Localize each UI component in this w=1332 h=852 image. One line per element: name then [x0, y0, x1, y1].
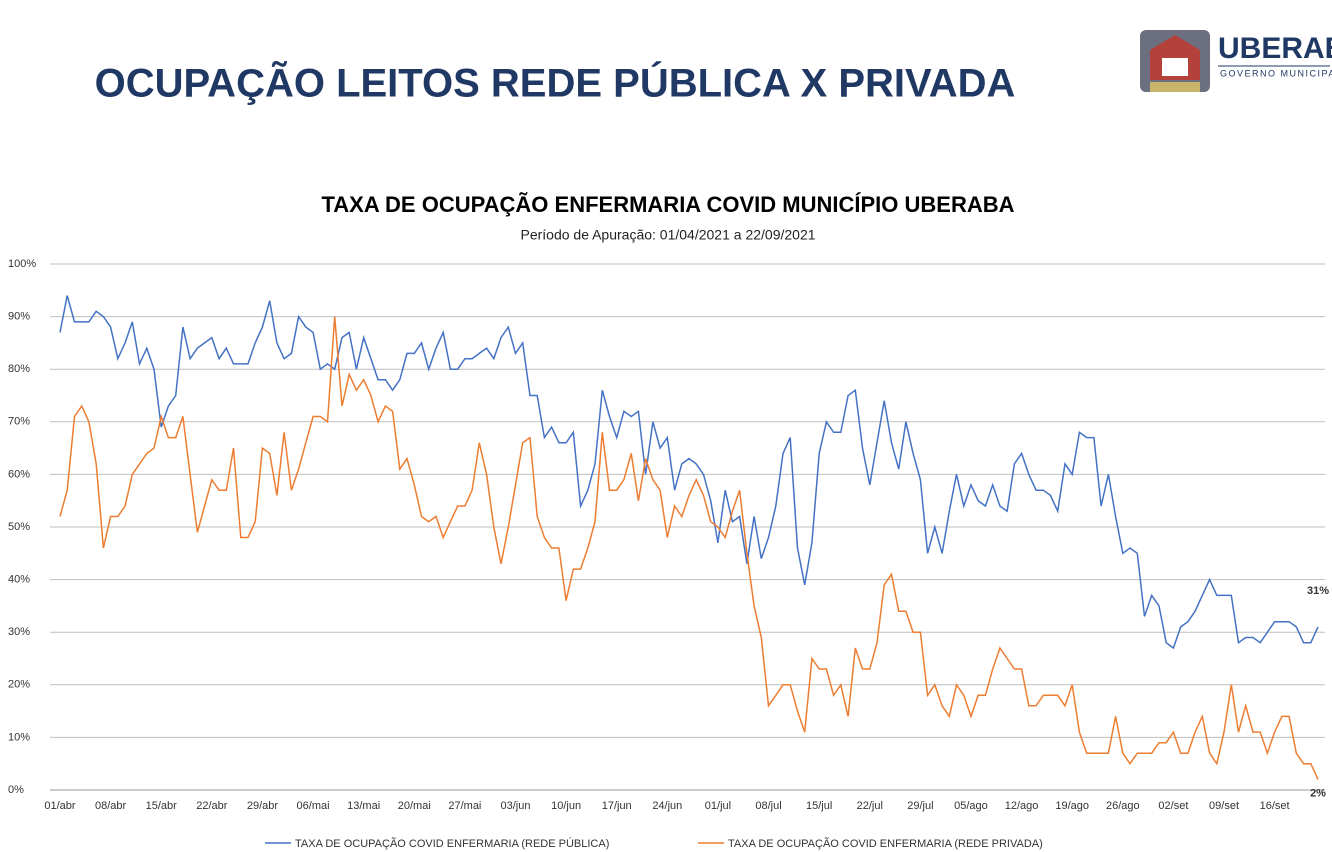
x-tick-label: 27/mai: [448, 800, 481, 812]
legend-label: TAXA DE OCUPAÇÃO COVID ENFERMARIA (REDE …: [295, 837, 609, 850]
crest-house: [1162, 58, 1188, 76]
x-tick-label: 26/ago: [1106, 800, 1140, 812]
series-line: [59, 295, 1319, 650]
logo-name: UBERABA: [1218, 32, 1332, 65]
y-tick-label: 20%: [8, 679, 30, 691]
y-tick-label: 100%: [8, 258, 36, 270]
series-line: [59, 316, 1319, 780]
x-tick-label: 19/ago: [1055, 800, 1089, 812]
x-tick-label: 29/jul: [907, 800, 933, 812]
x-tick-label: 03/jun: [500, 800, 530, 812]
x-tick-label: 15/jul: [806, 800, 832, 812]
y-tick-label: 60%: [8, 468, 30, 480]
x-tick-label: 01/abr: [44, 800, 76, 812]
y-tick-label: 40%: [8, 574, 30, 586]
data-label: 31%: [1307, 585, 1329, 597]
y-tick-label: 80%: [8, 363, 30, 375]
x-tick-label: 20/mai: [398, 800, 431, 812]
logo-subtitle: GOVERNO MUNICIPAL: [1220, 68, 1332, 78]
legend-label: TAXA DE OCUPAÇÃO COVID ENFERMARIA (REDE …: [728, 837, 1043, 850]
x-tick-label: 22/abr: [196, 800, 228, 812]
y-tick-label: 90%: [8, 311, 30, 323]
page-title: OCUPAÇÃO LEITOS REDE PÚBLICA X PRIVADA: [95, 60, 1016, 106]
x-tick-label: 10/jun: [551, 800, 581, 812]
x-tick-label: 29/abr: [247, 800, 279, 812]
chart-subtitle: Período de Apuração: 01/04/2021 a 22/09/…: [520, 227, 815, 243]
y-tick-label: 70%: [8, 416, 30, 428]
x-tick-label: 09/set: [1209, 800, 1239, 812]
x-tick-label: 22/jul: [857, 800, 883, 812]
x-tick-label: 02/set: [1158, 800, 1188, 812]
x-tick-label: 06/mai: [297, 800, 330, 812]
chart-title: TAXA DE OCUPAÇÃO ENFERMARIA COVID MUNICÍ…: [321, 192, 1014, 217]
y-tick-label: 0%: [8, 784, 24, 796]
y-tick-label: 10%: [8, 731, 30, 743]
x-tick-label: 12/ago: [1005, 800, 1039, 812]
x-tick-label: 05/ago: [954, 800, 988, 812]
x-tick-label: 08/jul: [755, 800, 781, 812]
x-tick-label: 24/jun: [652, 800, 682, 812]
y-tick-label: 50%: [8, 521, 30, 533]
crest-ribbon: [1150, 82, 1200, 92]
x-tick-label: 13/mai: [347, 800, 380, 812]
x-tick-label: 16/set: [1260, 800, 1290, 812]
x-tick-label: 15/abr: [146, 800, 178, 812]
data-label: 2%: [1310, 787, 1326, 799]
x-tick-label: 17/jun: [602, 800, 632, 812]
logo: UBERABA GOVERNO MUNICIPAL: [1140, 30, 1332, 92]
x-tick-label: 08/abr: [95, 800, 127, 812]
y-tick-label: 30%: [8, 626, 30, 638]
x-tick-label: 01/jul: [705, 800, 731, 812]
